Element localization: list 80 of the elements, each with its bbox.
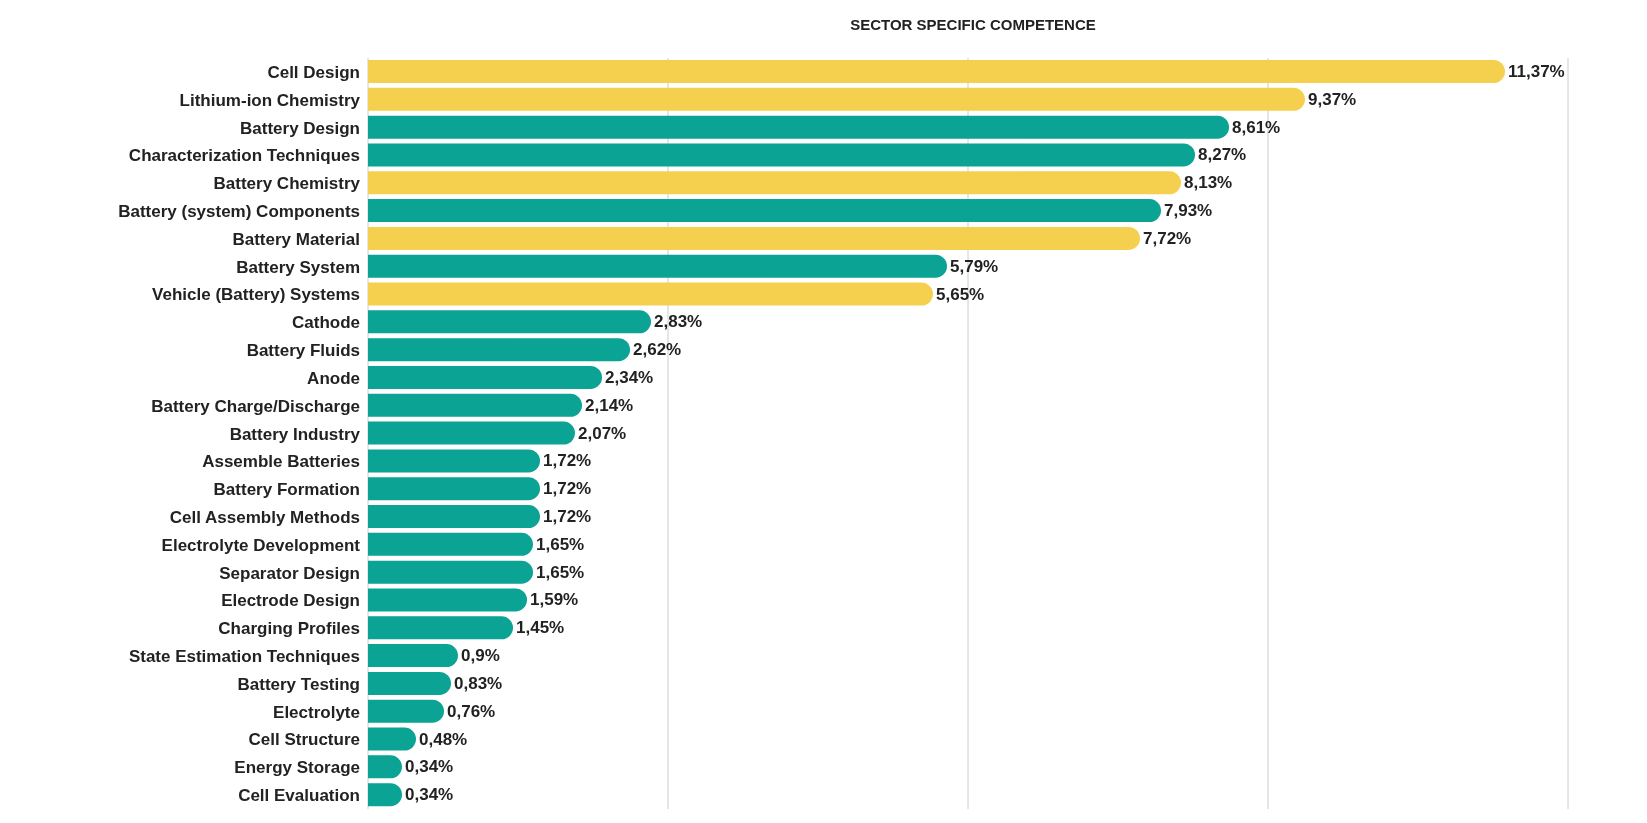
data-label: 0,76%: [447, 701, 496, 721]
bar: [368, 477, 540, 501]
data-label: 0,9%: [461, 646, 500, 666]
y-tick-label: Vehicle (Battery) Systems: [152, 285, 360, 305]
y-tick-label: Battery Design: [240, 118, 360, 138]
bar: [368, 644, 458, 668]
data-label: 2,34%: [605, 367, 654, 387]
bar: [368, 532, 533, 556]
data-label: 1,65%: [536, 562, 585, 582]
bar: [368, 616, 513, 640]
bar: [368, 699, 444, 723]
data-label: 11,37%: [1508, 62, 1565, 81]
y-tick-label: Characterization Techniques: [128, 146, 360, 166]
y-tick-label: Cell Evaluation: [238, 786, 360, 806]
y-tick-label: Battery Material: [232, 229, 360, 249]
y-tick-label: Cell Structure: [248, 730, 360, 750]
y-tick-label: Electrolyte Development: [161, 535, 361, 555]
y-tick-label: Battery Charge/Discharge: [151, 396, 360, 416]
data-label: 1,45%: [516, 618, 565, 638]
bar: [368, 310, 651, 334]
data-label: 0,34%: [405, 785, 454, 805]
data-label: 2,83%: [654, 312, 703, 332]
data-label: 1,59%: [530, 590, 579, 610]
bar: [368, 560, 533, 584]
y-tick-label: Battery (system) Components: [118, 202, 360, 222]
y-tick-label: Lithium-ion Chemistry: [179, 90, 361, 110]
data-label: 0,83%: [454, 673, 503, 693]
y-tick-label: State Estimation Techniques: [128, 647, 360, 667]
y-tick-label: Electrolyte: [273, 702, 360, 722]
bar: [368, 505, 540, 529]
y-tick-label: Separator Design: [219, 563, 360, 583]
chart-title: SECTOR SPECIFIC COMPETENCE: [850, 16, 1096, 33]
y-tick-label: Cell Assembly Methods: [169, 507, 360, 527]
data-label: 1,72%: [543, 479, 592, 499]
y-tick-label: Battery System: [236, 257, 360, 277]
data-label: 2,07%: [578, 423, 627, 443]
bar: [368, 115, 1229, 139]
y-tick-label: Electrode Design: [221, 591, 360, 611]
data-label: 1,65%: [536, 534, 585, 554]
y-tick-label: Battery Industry: [229, 424, 361, 444]
data-label: 7,72%: [1143, 228, 1192, 248]
y-tick-label: Assemble Batteries: [202, 452, 360, 472]
bar: [368, 171, 1181, 195]
bar: [368, 87, 1305, 111]
data-label: 8,13%: [1184, 173, 1233, 193]
data-label: 8,61%: [1232, 117, 1281, 137]
y-tick-label: Charging Profiles: [218, 619, 360, 639]
y-tick-label: Battery Formation: [213, 480, 360, 500]
data-label: 1,72%: [543, 507, 592, 527]
data-label: 0,34%: [405, 757, 454, 777]
bar: [368, 226, 1140, 250]
y-tick-label: Anode: [307, 368, 360, 388]
data-label: 8,27%: [1198, 145, 1247, 165]
bar: [368, 393, 582, 417]
data-label: 7,93%: [1164, 201, 1213, 221]
bar: [368, 199, 1161, 223]
y-tick-label: Cell Design: [267, 62, 360, 82]
bar: [368, 338, 630, 362]
bar: [368, 588, 527, 612]
bar: [368, 254, 947, 278]
y-tick-label: Battery Chemistry: [213, 174, 361, 194]
data-label: 5,79%: [950, 256, 999, 276]
y-tick-label: Cathode: [292, 313, 360, 333]
data-label: 2,14%: [585, 395, 634, 415]
bar: [368, 449, 540, 473]
data-label: 1,72%: [543, 451, 592, 471]
data-label: 0,48%: [419, 729, 468, 749]
data-label: 5,65%: [936, 284, 985, 304]
y-tick-label: Battery Testing: [237, 674, 360, 694]
y-tick-label: Energy Storage: [234, 758, 360, 778]
bar: [368, 143, 1195, 167]
bar: [368, 421, 575, 445]
y-tick-label: Battery Fluids: [246, 341, 360, 361]
bar: [368, 365, 602, 389]
bar: [368, 727, 416, 751]
data-label: 2,62%: [633, 340, 682, 360]
bar: [368, 282, 933, 306]
bar: [368, 671, 451, 695]
data-label: 9,37%: [1308, 89, 1357, 109]
bar: [368, 60, 1505, 83]
